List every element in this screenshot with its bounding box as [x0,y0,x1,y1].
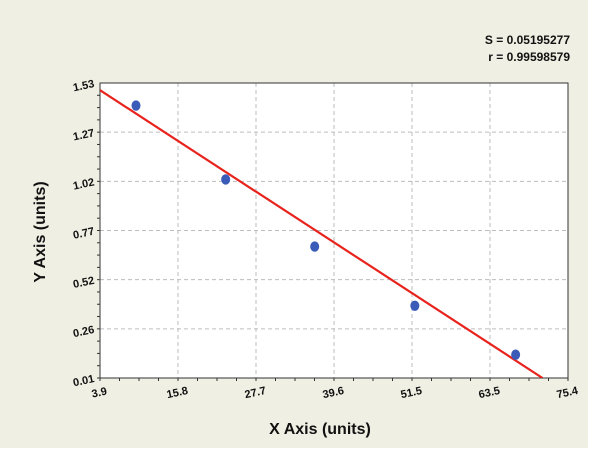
x-tick-label: 3.9 [91,386,108,401]
fit-line [100,89,544,378]
data-point [511,349,521,360]
y-tick-label: 1.53 [72,78,95,94]
data-point [410,300,420,312]
chart-figure: 3.9 15.8 27.7 39.6 51.5 63.5 75.4 0.01 0.26 0.52 0… [0,0,588,448]
data-point [221,174,231,185]
x-tick-label: 75.4 [556,385,580,401]
x-tick-label: 63.5 [478,385,501,401]
data-point [310,241,320,252]
plot-area: 3.9 15.8 27.7 39.6 51.5 63.5 75.4 0.01 0.26 0.52 0… [72,78,580,401]
y-tick-label: 1.27 [72,127,95,143]
x-tick-label: 15.8 [166,385,189,401]
y-axis-title: Y Axis (units) [32,181,49,283]
x-axis-title: X Axis (units) [269,421,371,438]
y-tick-label: 0.26 [72,324,95,340]
y-tick-label: 0.01 [72,373,95,389]
y-tick-label: 1.02 [72,176,95,192]
x-tick-label: 27.7 [244,385,267,401]
x-tick-label: 39.6 [322,385,345,401]
data-point [131,100,141,111]
stat-s-annotation: S = 0.05195277 [484,33,570,47]
y-tick-label: 0.52 [72,275,95,291]
x-tick-label: 51.5 [400,385,423,401]
y-tick-label: 0.77 [72,226,95,242]
stat-r-annotation: r = 0.99598579 [488,50,570,64]
